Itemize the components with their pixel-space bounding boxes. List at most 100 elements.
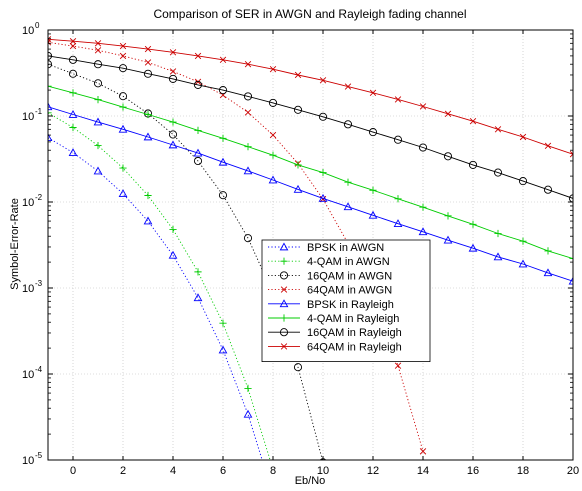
series-0 <box>48 133 263 460</box>
series-4 <box>48 102 573 285</box>
data-point <box>418 143 428 152</box>
x-tick-label: 8 <box>270 465 276 477</box>
series-line <box>48 85 573 260</box>
data-point <box>419 103 427 110</box>
legend-label: 16QAM in Rayleigh <box>307 327 402 339</box>
data-point <box>218 345 228 354</box>
y-tick-exponent: 0 <box>35 21 40 30</box>
legend-entry: 64QAM in Rayleigh <box>268 341 402 353</box>
data-point <box>68 148 78 156</box>
data-point <box>318 112 328 121</box>
data-point <box>219 134 227 142</box>
y-tick-label: 10 -4 <box>22 365 43 381</box>
data-point <box>143 69 153 78</box>
x-tick-label: 20 <box>567 465 579 477</box>
data-point <box>343 202 353 211</box>
x-tick-label: 14 <box>417 465 429 477</box>
legend-marker <box>280 257 288 265</box>
data-point <box>144 110 152 119</box>
data-point <box>243 166 253 175</box>
data-point <box>69 42 77 50</box>
data-point <box>243 234 253 243</box>
x-tick-label: 12 <box>367 465 379 477</box>
data-point <box>119 52 127 60</box>
data-point <box>218 157 228 166</box>
legend-label: 64QAM in AWGN <box>307 285 392 297</box>
data-point <box>369 186 377 194</box>
data-point <box>68 69 78 78</box>
legend-marker <box>279 299 289 308</box>
data-point <box>293 105 303 114</box>
y-tick-label: 10 -1 <box>22 107 43 123</box>
data-point <box>419 203 427 211</box>
y-tick-base: 10 <box>22 25 34 37</box>
legend-box <box>261 239 431 362</box>
data-point <box>194 268 202 276</box>
y-tick-label: 10 -2 <box>22 193 43 209</box>
data-point <box>268 98 278 107</box>
data-point <box>168 250 178 259</box>
data-point <box>118 92 128 101</box>
data-point <box>243 92 253 101</box>
legend-marker <box>279 271 289 280</box>
data-point <box>369 89 377 97</box>
y-axis-label: Symbol-Error-Rate <box>9 198 21 290</box>
legend-label: 64QAM in Rayleigh <box>307 341 402 353</box>
data-point <box>69 38 77 45</box>
legend-marker <box>279 328 289 337</box>
data-point <box>344 178 352 186</box>
data-point <box>518 259 528 268</box>
data-point <box>93 60 103 69</box>
data-point <box>69 89 77 97</box>
data-point <box>193 80 203 89</box>
legend-entry: BPSK in AWGN <box>268 242 384 254</box>
data-point <box>343 120 353 129</box>
data-point <box>269 131 277 139</box>
data-point <box>144 191 152 200</box>
x-tick-label: 2 <box>120 465 126 477</box>
data-point <box>143 132 153 141</box>
data-point <box>193 293 203 302</box>
y-tick-exponent: -3 <box>35 279 43 288</box>
data-point <box>544 142 552 150</box>
data-point <box>244 109 252 116</box>
data-point <box>169 49 177 56</box>
x-tick-label: 6 <box>220 465 226 477</box>
data-point <box>93 79 103 88</box>
series-line <box>48 55 573 199</box>
data-point <box>493 252 503 261</box>
data-point <box>519 133 527 141</box>
data-point <box>48 102 53 111</box>
x-tick-label: 0 <box>70 465 76 477</box>
data-point <box>318 193 328 202</box>
y-tick-base: 10 <box>22 111 34 123</box>
data-point <box>143 216 153 225</box>
y-tick-exponent: -4 <box>35 365 43 374</box>
legend-entry: 16QAM in AWGN <box>268 270 392 282</box>
data-point <box>468 243 478 252</box>
x-tick-label: 18 <box>517 465 529 477</box>
data-point <box>268 175 278 184</box>
data-point <box>194 126 202 135</box>
data-point <box>519 237 527 245</box>
data-point <box>518 177 528 186</box>
data-point <box>94 47 102 54</box>
y-tick-base: 10 <box>22 283 34 295</box>
data-point <box>544 247 552 255</box>
data-point <box>144 45 152 53</box>
series-line <box>48 137 263 460</box>
data-point <box>344 83 352 90</box>
legend-entry: 16QAM in Rayleigh <box>268 327 402 339</box>
legend-entry: 4-QAM in Rayleigh <box>268 313 399 325</box>
data-point <box>219 319 227 327</box>
data-point <box>119 103 127 111</box>
data-point <box>118 64 128 73</box>
y-tick-exponent: -1 <box>35 107 43 116</box>
series-line <box>48 112 271 460</box>
data-point <box>368 128 378 137</box>
y-tick-base: 10 <box>22 455 34 467</box>
data-point <box>243 409 253 418</box>
data-point <box>194 78 202 85</box>
data-point <box>368 210 378 219</box>
